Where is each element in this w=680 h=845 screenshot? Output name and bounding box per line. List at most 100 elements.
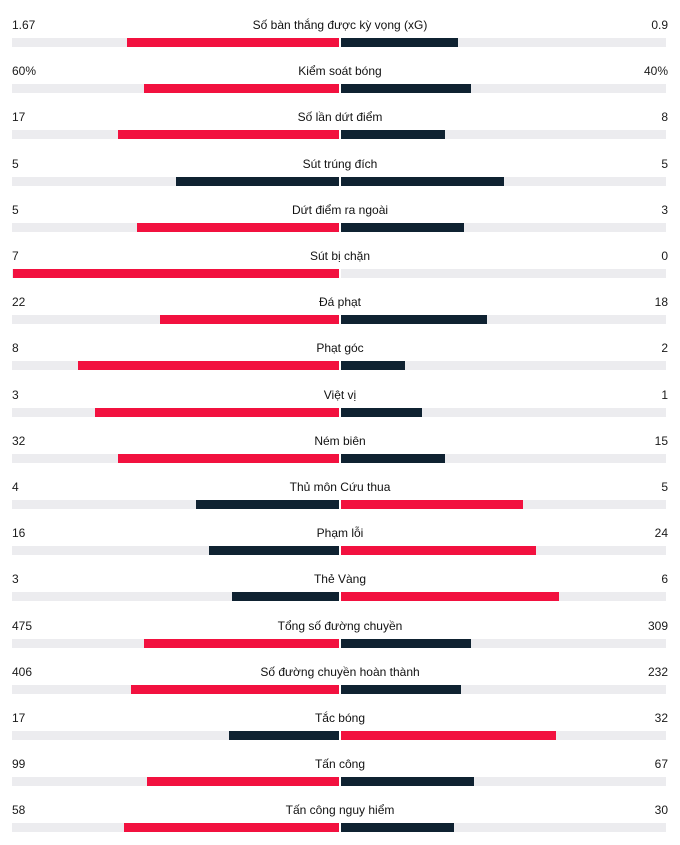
bar-divider <box>339 407 341 417</box>
away-bar <box>340 407 422 417</box>
bar-divider <box>339 823 341 833</box>
away-value: 3 <box>661 202 668 217</box>
home-bar <box>78 361 340 371</box>
home-bar <box>229 731 340 740</box>
stat-label: Số đường chuyền hoàn thành <box>260 664 420 679</box>
stat-label: Tấn công nguy hiểm <box>285 803 395 818</box>
home-bar <box>124 823 340 833</box>
home-bar <box>160 315 340 325</box>
away-bar <box>340 731 556 740</box>
stat-row: 5 Sút trúng đích 5 <box>0 147 680 193</box>
bar-divider <box>339 453 341 463</box>
home-value: 58 <box>12 803 26 818</box>
bar-divider <box>339 592 341 602</box>
stat-row: 17 Số lần dứt điểm 8 <box>0 100 680 146</box>
stat-label: Sút bị chặn <box>309 249 371 263</box>
stat-row: 16 Phạm lỗi 24 <box>0 516 680 562</box>
stat-label: Sút trúng đích <box>302 156 378 171</box>
away-value: 5 <box>661 156 668 171</box>
home-value: 1.67 <box>12 18 36 32</box>
away-bar <box>340 222 464 232</box>
home-value: 32 <box>12 433 26 448</box>
home-value: 7 <box>12 249 19 263</box>
bar-divider <box>339 38 341 47</box>
home-value: 8 <box>12 341 19 356</box>
home-bar <box>127 38 340 47</box>
stat-row: 3 Thẻ Vàng 6 <box>0 562 680 608</box>
stat-row: 406 Số đường chuyền hoàn thành 232 <box>0 655 680 701</box>
home-bar <box>118 453 340 463</box>
away-bar <box>340 84 471 94</box>
stat-label: Tổng số đường chuyền <box>277 618 403 633</box>
away-bar <box>340 684 461 694</box>
away-value: 40% <box>643 64 668 79</box>
stat-label: Phạt góc <box>316 341 364 356</box>
stat-row: 99 Tấn công 67 <box>0 747 680 793</box>
away-value: 8 <box>661 110 668 125</box>
away-bar <box>340 592 559 602</box>
bar-divider <box>339 500 341 509</box>
away-value: 0.9 <box>651 18 668 32</box>
away-value: 5 <box>661 480 668 494</box>
home-bar <box>196 500 340 509</box>
away-value: 232 <box>647 664 668 679</box>
away-bar <box>340 130 445 140</box>
away-value: 24 <box>654 526 668 541</box>
home-bar <box>144 84 340 94</box>
stat-row: 7 Sút bị chặn 0 <box>0 239 680 285</box>
stat-row: 22 Đá phạt 18 <box>0 285 680 331</box>
home-value: 16 <box>12 526 26 541</box>
home-bar <box>95 407 340 417</box>
away-value: 2 <box>661 341 668 356</box>
stat-row: 60% Kiểm soát bóng 40% <box>0 54 680 100</box>
bar-divider <box>339 638 341 648</box>
bar-divider <box>339 176 341 186</box>
stat-label: Kiểm soát bóng <box>298 64 382 79</box>
away-value: 0 <box>661 249 668 263</box>
stat-label: Phạm lỗi <box>316 526 364 541</box>
away-value: 18 <box>654 295 668 310</box>
stat-row: 5 Dứt điểm ra ngoài 3 <box>0 193 680 239</box>
stat-row: 3 Việt vị 1 <box>0 378 680 424</box>
stat-label: Đá phạt <box>318 295 362 310</box>
bar-divider <box>339 315 341 325</box>
bar-divider <box>339 777 341 787</box>
away-bar <box>340 777 474 787</box>
home-bar <box>176 176 340 186</box>
stat-label: Dứt điểm ra ngoài <box>291 202 389 217</box>
stat-row: 8 Phạt góc 2 <box>0 331 680 377</box>
stat-label: Tắc bóng <box>314 711 366 725</box>
away-value: 32 <box>654 711 668 725</box>
bar-divider <box>339 84 341 94</box>
home-value: 3 <box>12 572 19 587</box>
stat-label: Thủ môn Cứu thua <box>289 480 391 494</box>
away-value: 67 <box>654 757 668 772</box>
home-value: 99 <box>12 757 26 772</box>
home-bar <box>144 638 340 648</box>
home-value: 4 <box>12 480 19 494</box>
home-bar <box>147 777 340 787</box>
home-bar <box>13 269 340 278</box>
home-value: 406 <box>12 664 33 679</box>
away-bar <box>340 315 487 325</box>
away-bar <box>340 176 504 186</box>
home-value: 22 <box>12 295 26 310</box>
away-bar <box>340 823 454 833</box>
away-bar <box>340 38 458 47</box>
away-bar <box>340 361 405 371</box>
bar-divider <box>339 269 341 278</box>
stat-row: 4 Thủ môn Cứu thua 5 <box>0 470 680 516</box>
stat-label: Tấn công <box>314 757 366 772</box>
stat-row: 1.67 Số bàn thắng được kỳ vọng (xG) 0.9 <box>0 8 680 54</box>
bar-divider <box>339 130 341 140</box>
home-bar <box>118 130 340 140</box>
bar-divider <box>339 684 341 694</box>
stat-label: Thẻ Vàng <box>313 572 367 587</box>
away-value: 30 <box>654 803 668 818</box>
away-bar <box>340 546 536 556</box>
home-value: 17 <box>12 711 26 725</box>
stat-label: Việt vị <box>323 387 357 402</box>
away-value: 6 <box>661 572 668 587</box>
bar-divider <box>339 361 341 371</box>
away-value: 15 <box>654 433 668 448</box>
